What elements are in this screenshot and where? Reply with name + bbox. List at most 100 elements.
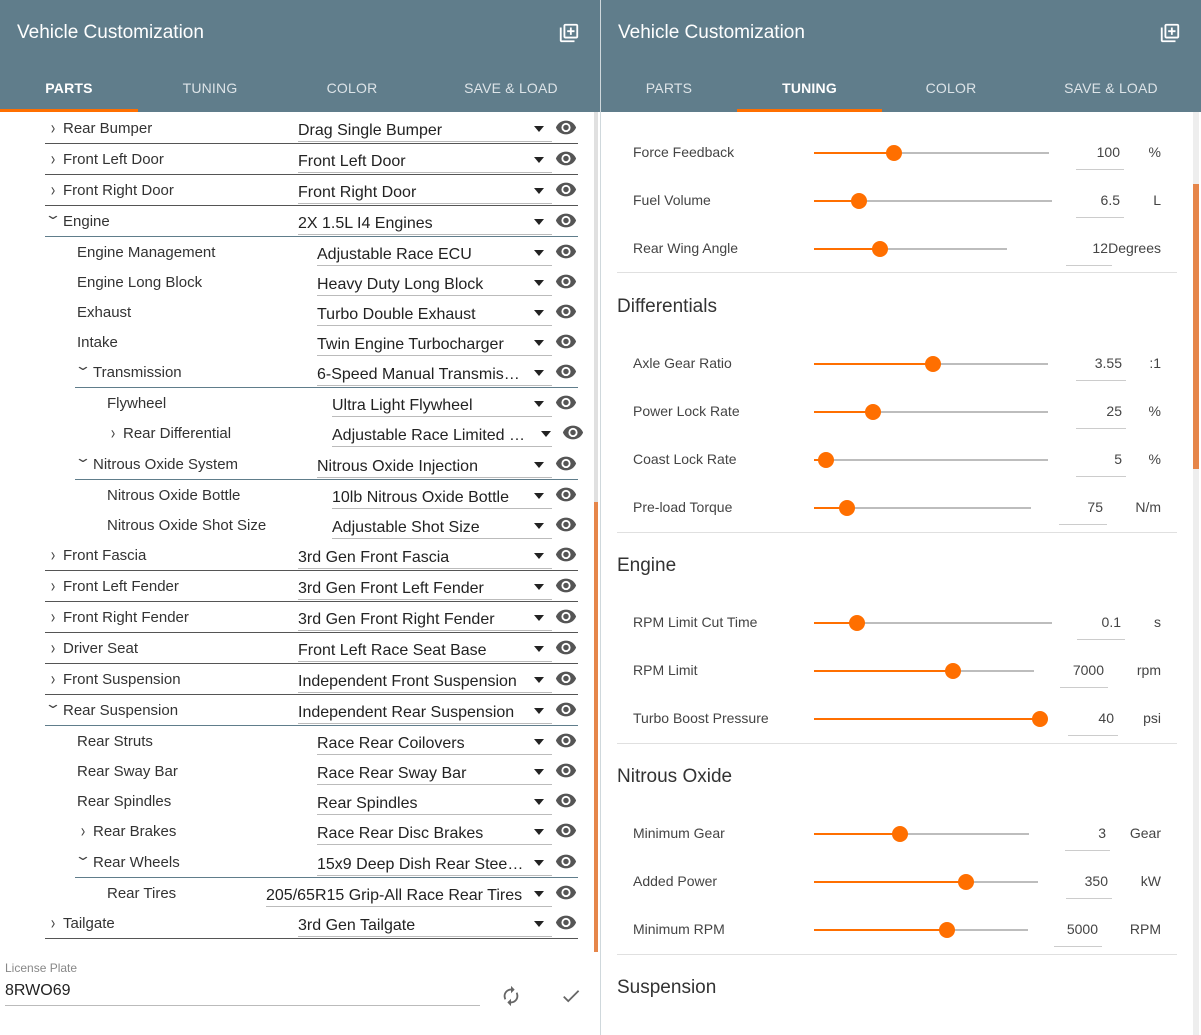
part-select-value[interactable]: Front Left Door bbox=[298, 153, 406, 170]
part-row[interactable]: › Front Right Door Front Right Door bbox=[0, 176, 600, 206]
part-select-value[interactable]: 3rd Gen Front Right Fender bbox=[298, 611, 495, 628]
check-icon[interactable] bbox=[560, 985, 582, 1007]
tab-tuning[interactable]: TUNING bbox=[737, 64, 882, 112]
chevron-down-icon[interactable]: ⌄ bbox=[44, 696, 62, 711]
tab-color[interactable]: COLOR bbox=[925, 80, 977, 96]
slider-thumb[interactable] bbox=[849, 615, 865, 631]
chevron-down-icon[interactable]: ⌄ bbox=[44, 207, 62, 222]
dropdown-arrow-icon[interactable] bbox=[541, 431, 551, 437]
part-select-value[interactable]: Drag Single Bumper bbox=[298, 122, 443, 139]
part-select-value[interactable]: Heavy Duty Long Block bbox=[317, 276, 484, 293]
eye-icon[interactable] bbox=[555, 546, 577, 562]
value-input[interactable]: 0.1 bbox=[1101, 614, 1121, 630]
slider-thumb[interactable] bbox=[925, 356, 941, 372]
part-row[interactable]: ⌄ Transmission 6-Speed Manual Transmiss… bbox=[0, 358, 600, 388]
part-select-value[interactable]: Front Left Race Seat Base bbox=[298, 642, 487, 659]
value-input[interactable]: 25 bbox=[1106, 403, 1122, 419]
part-row[interactable]: Rear Sway Bar Race Rear Sway Bar bbox=[0, 757, 600, 787]
value-input[interactable]: 3 bbox=[1098, 825, 1106, 841]
slider-thumb[interactable] bbox=[865, 404, 881, 420]
part-select-value[interactable]: Adjustable Race ECU bbox=[317, 246, 472, 263]
eye-icon[interactable] bbox=[555, 273, 577, 289]
part-select-value[interactable]: Independent Front Suspension bbox=[298, 673, 517, 690]
chevron-right-icon[interactable]: › bbox=[110, 422, 116, 443]
part-row[interactable]: › Rear Bumper Drag Single Bumper bbox=[0, 114, 600, 144]
value-input[interactable]: 75 bbox=[1087, 499, 1103, 515]
part-row[interactable]: › Driver Seat Front Left Race Seat Base bbox=[0, 634, 600, 664]
dropdown-arrow-icon[interactable] bbox=[534, 708, 544, 714]
tab-color[interactable]: COLOR bbox=[326, 80, 378, 96]
slider-thumb[interactable] bbox=[892, 826, 908, 842]
dropdown-arrow-icon[interactable] bbox=[534, 891, 544, 897]
eye-icon[interactable] bbox=[555, 792, 577, 808]
part-row[interactable]: › Front Right Fender 3rd Gen Front Right F… bbox=[0, 603, 600, 633]
part-select-value[interactable]: Rear Spindles bbox=[317, 795, 418, 812]
part-row[interactable]: › Rear Brakes Race Rear Disc Brakes bbox=[0, 817, 600, 847]
part-row[interactable]: Engine Management Adjustable Race ECU bbox=[0, 238, 600, 268]
value-input[interactable]: 5000 bbox=[1066, 921, 1098, 937]
dropdown-arrow-icon[interactable] bbox=[534, 310, 544, 316]
dropdown-arrow-icon[interactable] bbox=[534, 739, 544, 745]
eye-icon[interactable] bbox=[555, 732, 577, 748]
value-input[interactable]: 40 bbox=[1098, 710, 1114, 726]
eye-icon[interactable] bbox=[555, 639, 577, 655]
eye-icon[interactable] bbox=[555, 394, 577, 410]
eye-icon[interactable] bbox=[555, 486, 577, 502]
part-row[interactable]: Flywheel Ultra Light Flywheel bbox=[0, 389, 600, 419]
slider-track[interactable] bbox=[814, 200, 1052, 202]
chevron-right-icon[interactable]: › bbox=[50, 179, 56, 200]
part-select-value[interactable]: 3rd Gen Front Left Fender bbox=[298, 580, 484, 597]
part-row[interactable]: Rear Spindles Rear Spindles bbox=[0, 787, 600, 817]
library-add-icon[interactable] bbox=[1159, 22, 1181, 44]
eye-icon[interactable] bbox=[555, 822, 577, 838]
dropdown-arrow-icon[interactable] bbox=[534, 250, 544, 256]
license-plate-input[interactable]: 8RWO69 bbox=[5, 982, 71, 999]
dropdown-arrow-icon[interactable] bbox=[534, 462, 544, 468]
eye-icon[interactable] bbox=[555, 181, 577, 197]
dropdown-arrow-icon[interactable] bbox=[534, 769, 544, 775]
tab-save-load[interactable]: SAVE & LOAD bbox=[464, 80, 558, 96]
parts-scrollbar[interactable] bbox=[594, 112, 598, 952]
dropdown-arrow-icon[interactable] bbox=[534, 370, 544, 376]
part-select-value[interactable]: Independent Rear Suspension bbox=[298, 704, 515, 721]
chevron-right-icon[interactable]: › bbox=[50, 148, 56, 169]
eye-icon[interactable] bbox=[555, 212, 577, 228]
dropdown-arrow-icon[interactable] bbox=[534, 584, 544, 590]
value-input[interactable]: 100 bbox=[1096, 144, 1120, 160]
dropdown-arrow-icon[interactable] bbox=[534, 219, 544, 225]
chevron-right-icon[interactable]: › bbox=[50, 606, 56, 627]
slider-thumb[interactable] bbox=[958, 874, 974, 890]
dropdown-arrow-icon[interactable] bbox=[534, 829, 544, 835]
chevron-right-icon[interactable]: › bbox=[50, 668, 56, 689]
part-row[interactable]: Rear Tires 205/65R15 Grip-All Race Rear T… bbox=[0, 879, 600, 909]
slider-thumb[interactable] bbox=[1032, 711, 1048, 727]
part-select-value[interactable]: 6-Speed Manual Transmiss… bbox=[317, 366, 526, 383]
part-row[interactable]: › Front Fascia 3rd Gen Front Fascia bbox=[0, 541, 600, 571]
slider-thumb[interactable] bbox=[818, 452, 834, 468]
tuning-scrollbar[interactable] bbox=[1193, 112, 1199, 1035]
part-select-value[interactable]: 2X 1.5L I4 Engines bbox=[298, 215, 433, 232]
dropdown-arrow-icon[interactable] bbox=[534, 615, 544, 621]
dropdown-arrow-icon[interactable] bbox=[534, 921, 544, 927]
part-row[interactable]: Intake Twin Engine Turbocharger bbox=[0, 328, 600, 358]
part-row[interactable]: › Rear Differential Adjustable Race Limite… bbox=[0, 419, 600, 449]
eye-icon[interactable] bbox=[555, 884, 577, 900]
eye-icon[interactable] bbox=[555, 853, 577, 869]
chevron-right-icon[interactable]: › bbox=[80, 820, 86, 841]
slider-track[interactable] bbox=[814, 622, 1052, 624]
part-select-value[interactable]: 10lb Nitrous Oxide Bottle bbox=[332, 489, 509, 506]
dropdown-arrow-icon[interactable] bbox=[534, 340, 544, 346]
eye-icon[interactable] bbox=[555, 333, 577, 349]
dropdown-arrow-icon[interactable] bbox=[534, 126, 544, 132]
slider-thumb[interactable] bbox=[939, 922, 955, 938]
part-select-value[interactable]: 3rd Gen Front Fascia bbox=[298, 549, 450, 566]
slider-thumb[interactable] bbox=[872, 241, 888, 257]
slider-thumb[interactable] bbox=[839, 500, 855, 516]
part-row[interactable]: › Front Suspension Independent Front Suspe… bbox=[0, 665, 600, 695]
part-row[interactable]: ⌄ Nitrous Oxide System Nitrous Oxide Injec… bbox=[0, 450, 600, 480]
tab-parts[interactable]: PARTS bbox=[645, 80, 693, 96]
eye-icon[interactable] bbox=[562, 424, 584, 440]
eye-icon[interactable] bbox=[555, 914, 577, 930]
scrollbar-thumb[interactable] bbox=[1193, 184, 1199, 469]
scrollbar-thumb[interactable] bbox=[594, 502, 598, 952]
